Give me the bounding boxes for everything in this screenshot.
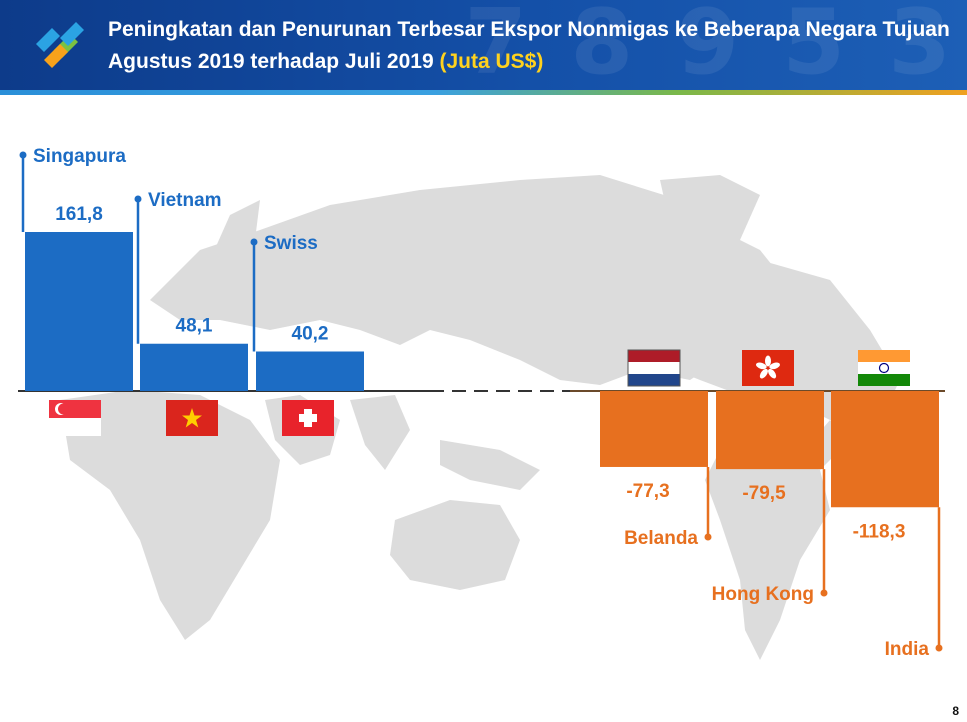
category-label-vietnam: Vietnam [148,190,222,211]
flags-group [49,349,910,436]
bars-group [25,232,939,508]
title-line-1: Peningkatan dan Penurunan Terbesar Ekspo… [108,18,950,41]
header-stripe [0,90,967,95]
category-label-belanda: Belanda [624,528,698,549]
value-label-vietnam: 48,1 [176,316,213,337]
page-title: Peningkatan dan Penurunan Terbesar Ekspo… [108,14,958,78]
value-label-belanda: -77,3 [626,481,669,502]
leader-dot-belanda [704,533,712,541]
vietnam-flag-icon [166,400,218,436]
hong-kong-flag-icon [742,350,794,386]
bar-india [831,391,939,508]
category-label-india: India [885,639,930,660]
category-label-hong-kong: Hong Kong [712,584,814,605]
switzerland-flag-icon [282,400,334,436]
india-flag-icon [858,350,910,386]
category-label-swiss: Swiss [264,233,318,254]
value-label-singapura: 161,8 [55,204,103,225]
leader-dot-hong-kong [820,589,828,597]
bar-swiss [256,351,364,391]
leader-dot-vietnam [134,195,142,203]
leader-dot-swiss [250,238,258,246]
labels-group: 161,8 Singapura 48,1 Vietnam 40,2 Swiss -77,3 B… [19,146,943,660]
bar-singapura [25,232,133,391]
header-decoration: 7 8 9 5 3 [464,0,957,92]
bar-hong-kong [716,391,824,470]
header-banner: 7 8 9 5 3 Peningkatan dan Penurunan Terb… [0,0,967,92]
value-label-swiss: 40,2 [292,323,329,344]
category-label-singapura: Singapura [33,146,126,167]
page-number: 8 [952,704,959,718]
netherlands-flag-icon [627,349,681,387]
singapore-flag-icon [49,400,101,436]
bar-vietnam [140,343,248,391]
title-unit: (Juta US$) [439,50,544,73]
world-map [60,175,900,660]
title-line-2: Agustus 2019 terhadap Juli 2019 (Juta US… [108,46,958,78]
value-label-india: -118,3 [853,521,906,542]
bar-belanda [600,391,708,467]
bps-logo-icon [36,22,84,68]
value-label-hong-kong: -79,5 [742,483,786,504]
leader-dot-singapura [19,151,27,159]
leader-dot-india [935,644,943,652]
title-period: Agustus 2019 terhadap Juli 2019 [108,50,434,73]
